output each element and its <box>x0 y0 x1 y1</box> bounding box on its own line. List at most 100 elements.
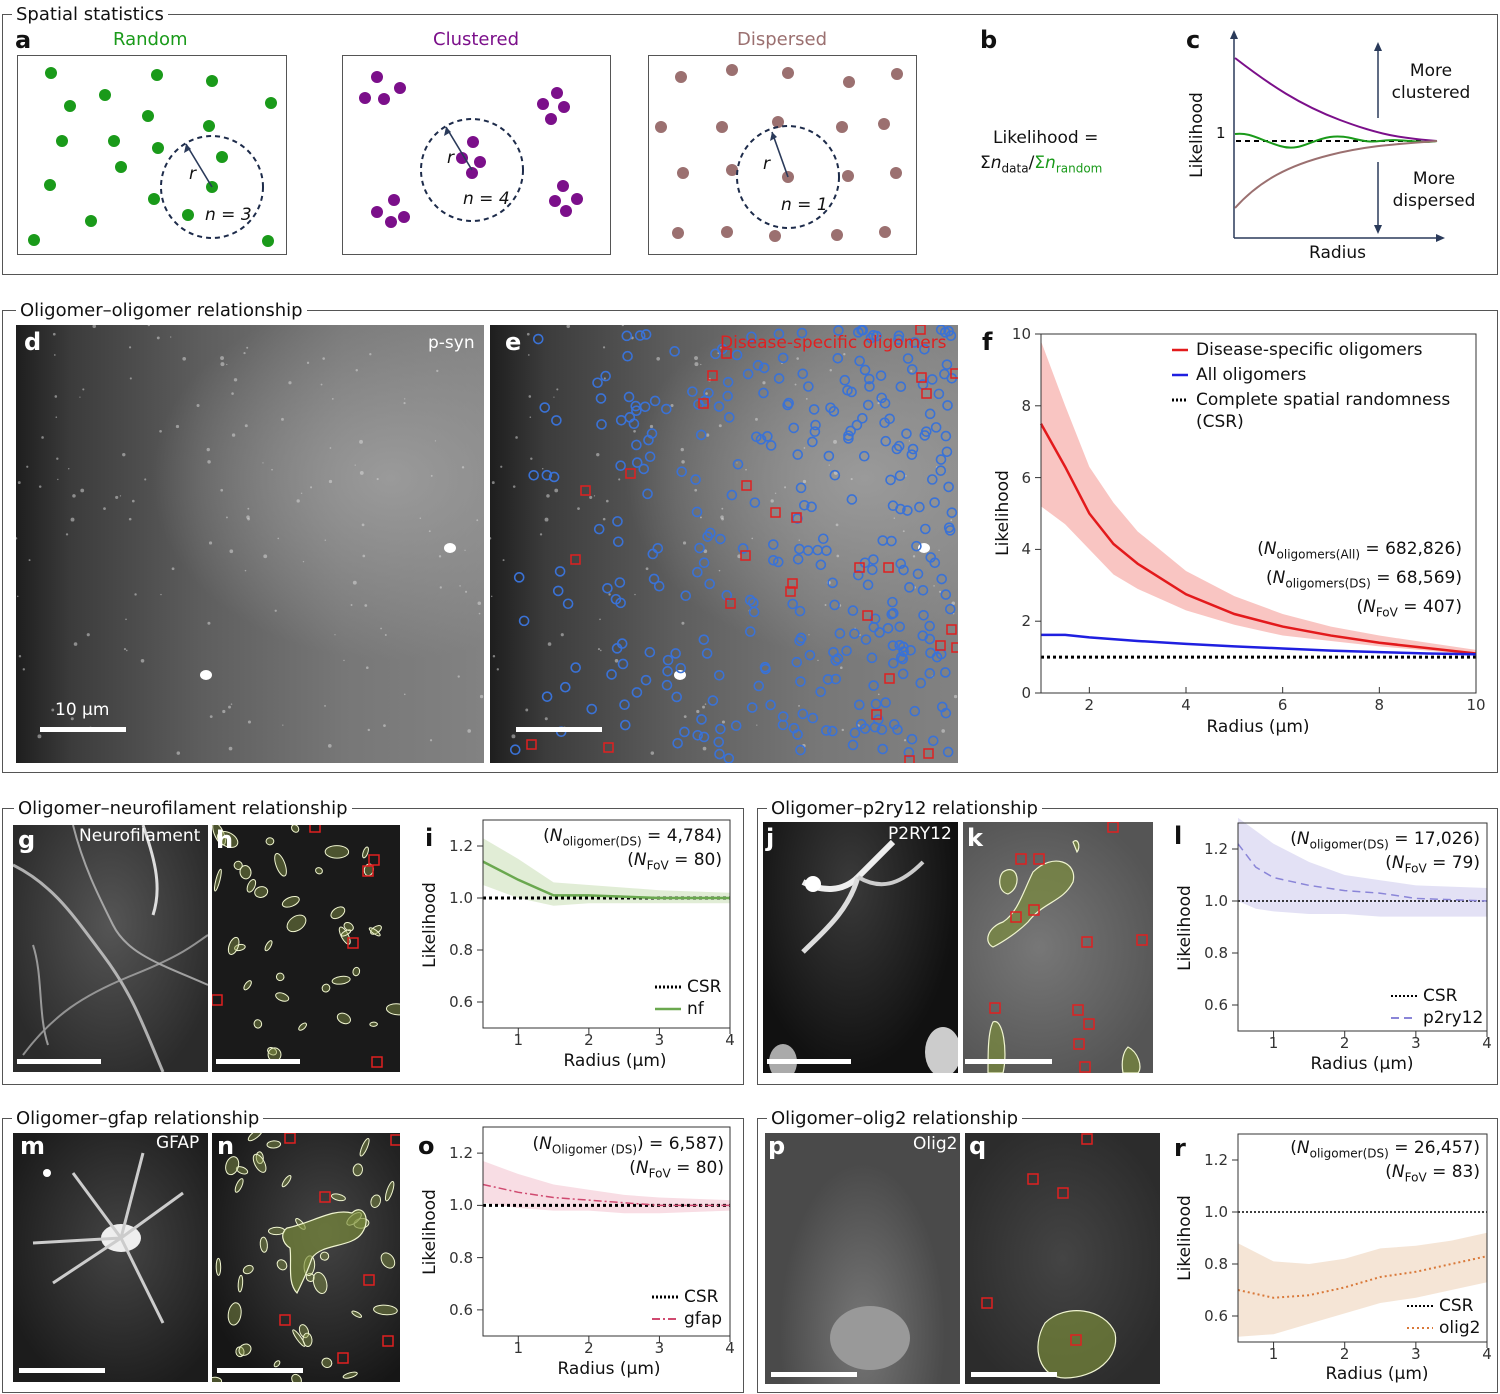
bright-spot <box>200 670 212 680</box>
all-oligomer-marker <box>909 337 920 348</box>
random-subscript: random <box>1055 161 1103 176</box>
neurofilament-frame <box>2 808 744 1085</box>
oligomer-speck <box>247 720 252 724</box>
dispersed-pattern-box <box>648 55 917 255</box>
oligomer-speck <box>589 495 593 499</box>
all-oligomer-marker <box>902 505 913 516</box>
oligomer-speck <box>702 705 705 709</box>
more-label: More <box>1409 61 1453 81</box>
mask-outline <box>987 860 1075 948</box>
all-oligomer-marker <box>828 406 840 417</box>
oligomer-speck <box>419 517 422 519</box>
disease-specific-oligomer-marker <box>1073 1038 1085 1050</box>
all-oligomer-marker <box>619 699 630 711</box>
all-oligomer-marker <box>893 334 904 345</box>
panel-label-j: j <box>766 824 775 852</box>
oligomer-speck <box>805 397 808 400</box>
all-oligomer-marker <box>562 598 574 610</box>
oligomer-speck <box>438 555 442 558</box>
oligomer-speck <box>247 517 250 521</box>
oligomer-speck <box>479 694 484 699</box>
all-oligomer-marker <box>852 569 864 581</box>
oligomer-speck <box>602 517 606 521</box>
all-oligomer-marker <box>639 401 651 413</box>
oligomer-speck <box>705 392 708 395</box>
n-value: = 26,457) <box>1388 1138 1480 1158</box>
oligomer-speck <box>38 485 42 488</box>
neurofilament-mask-outlines <box>212 825 400 1068</box>
oligomer-speck <box>541 467 544 470</box>
all-oligomer-marker <box>638 463 650 475</box>
mask-outline <box>385 1003 400 1016</box>
n-symbol: N <box>1263 539 1277 559</box>
all-oligomer-marker <box>518 615 530 627</box>
disease-specific-oligomer-marker <box>371 1056 383 1068</box>
legend-label: gfap <box>684 1309 722 1329</box>
oligomer-speck <box>362 554 366 558</box>
disease-specific-oligomer-marker <box>981 1297 993 1309</box>
oligomer-speck <box>556 388 559 391</box>
all-oligomer-marker <box>701 648 713 659</box>
oligomer-speck <box>380 627 382 630</box>
all-oligomer-marker <box>715 723 726 735</box>
mask-outline <box>253 1019 263 1029</box>
all-oligomer-marker <box>662 654 674 666</box>
p2ry12-mask-outlines <box>987 822 1148 1073</box>
scale-bar <box>17 1059 101 1064</box>
all-oligomer-marker <box>894 640 906 651</box>
all-oligomer-marker <box>680 590 692 602</box>
paren: ( <box>1385 1162 1392 1182</box>
y-tick-label: 1.0 <box>449 1196 473 1215</box>
disease-specific-oligomer-marker <box>1033 853 1045 865</box>
all-oligomer-marker <box>854 355 865 367</box>
oligomer-speck <box>365 666 369 670</box>
all-oligomer-marker <box>795 482 807 494</box>
all-oligomer-marker <box>622 350 633 362</box>
mask-outline <box>265 837 275 846</box>
mask-outline <box>384 1181 395 1202</box>
olig2-frame <box>757 1118 1498 1393</box>
disease-specific-oligomer-marker <box>921 388 932 399</box>
all-oligomer-marker <box>792 513 803 524</box>
oligomer-speck <box>599 649 602 652</box>
oligomer-speck <box>751 537 754 540</box>
all-oligomer-marker <box>832 353 844 364</box>
all-oligomer-marker <box>802 545 814 556</box>
oligomer-speck <box>128 346 132 349</box>
oligomer-speck <box>131 499 135 503</box>
all-oligomer-marker <box>714 748 725 760</box>
mask-outline <box>246 878 257 893</box>
astrocyte <box>32 1152 184 1324</box>
n-symbol: N <box>633 850 647 870</box>
disease-specific-oligomer-marker <box>319 1191 331 1203</box>
random-n-label: n = 3 <box>205 205 252 225</box>
oligomer-speck <box>824 603 827 606</box>
disease-specific-oligomer-marker <box>570 554 581 565</box>
disease-specific-oligomer-marker <box>1136 934 1148 946</box>
legend-label: All oligomers <box>1196 365 1307 385</box>
n-value: = 79) <box>1426 853 1480 873</box>
all-oligomer-marker <box>857 413 868 424</box>
all-oligomer-marker <box>631 405 642 416</box>
y-tick-label: 0.6 <box>1204 1307 1228 1325</box>
random-title: Random <box>113 29 188 50</box>
n-value: = 407) <box>1397 597 1462 617</box>
all-oligomer-marker <box>777 719 789 731</box>
oligomer-speck <box>343 659 345 662</box>
oligomer-speck <box>170 336 172 338</box>
legend-label: CSR <box>1439 1296 1474 1316</box>
oligomer-speck <box>694 362 699 367</box>
psyn-channel-label: p-syn <box>428 333 475 353</box>
mask-outline <box>227 936 240 955</box>
oligomer-speck <box>300 492 303 495</box>
all-oligomer-marker <box>808 404 820 415</box>
oligomer-speck <box>502 559 505 562</box>
all-oligomer-marker <box>788 722 800 734</box>
oligomer-speck <box>596 452 600 457</box>
mask-outline <box>252 1153 267 1173</box>
oligomer-speck <box>403 693 406 696</box>
all-oligomer-marker <box>902 353 914 364</box>
all-oligomer-marker <box>646 428 658 439</box>
disease-specific-oligomer-marker <box>721 348 732 359</box>
oligomer-speck <box>176 751 181 755</box>
